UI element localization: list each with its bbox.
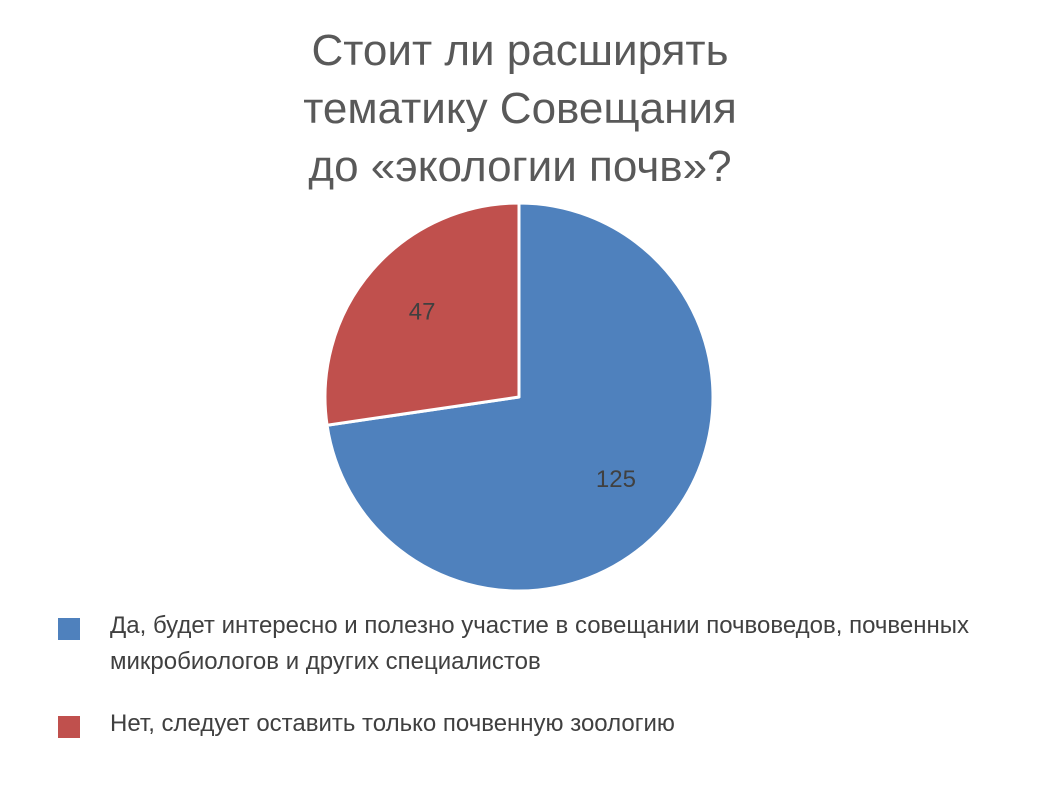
legend: Да, будет интересно и полезно участие в … bbox=[58, 608, 1038, 768]
legend-item-yes: Да, будет интересно и полезно участие в … bbox=[58, 608, 1038, 680]
chart-title: Стоит ли расширять тематику Совещания до… bbox=[0, 22, 1040, 196]
legend-label-no: Нет, следует оставить только почвенную з… bbox=[110, 710, 675, 737]
legend-swatch-no bbox=[58, 716, 80, 738]
data-label-yes: 125 bbox=[596, 466, 636, 493]
chart-title-line-2: тематику Совещания bbox=[303, 84, 737, 133]
pie-slice-no bbox=[323, 201, 521, 427]
legend-label-yes: Да, будет интересно и полезно участие в … bbox=[110, 612, 970, 675]
legend-swatch-yes bbox=[58, 618, 80, 640]
legend-item-no: Нет, следует оставить только почвенную з… bbox=[58, 706, 1038, 742]
chart-title-line-3: до «экологии почв»? bbox=[308, 142, 732, 191]
data-label-no: 47 bbox=[409, 299, 436, 326]
chart-title-line-1: Стоит ли расширять bbox=[311, 26, 729, 75]
